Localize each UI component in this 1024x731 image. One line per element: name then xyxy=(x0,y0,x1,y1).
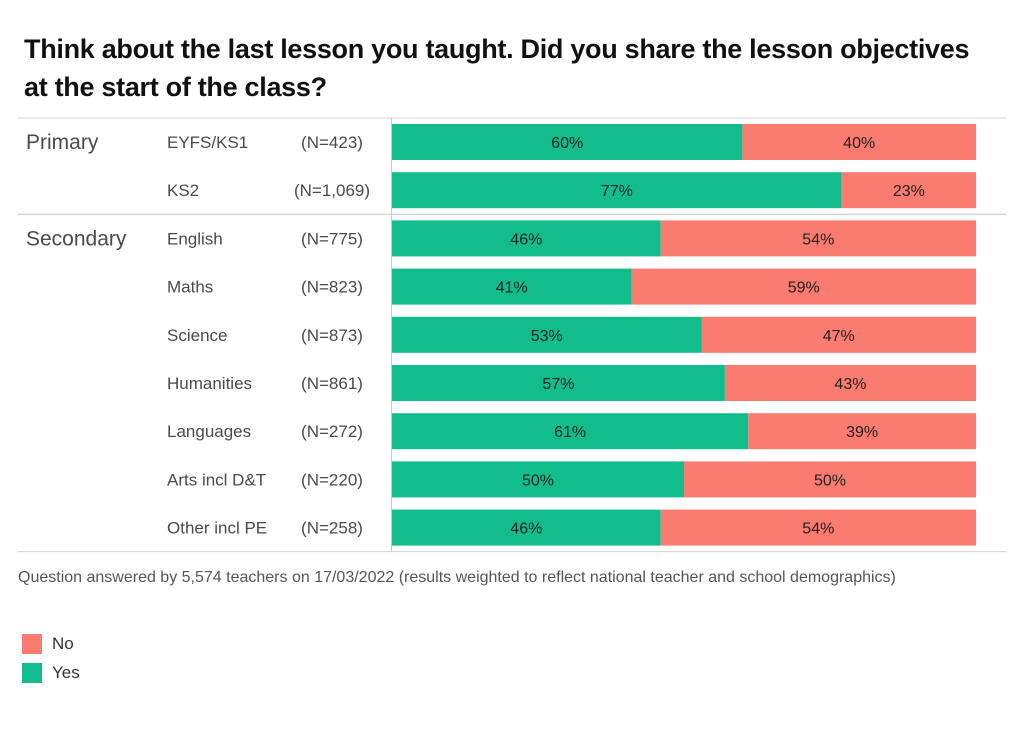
bar-segment-yes xyxy=(392,413,749,450)
legend-item-yes: Yes xyxy=(22,663,80,683)
chart-title: Think about the last lesson you taught. … xyxy=(24,34,970,102)
row-label: Other incl PE xyxy=(167,519,267,538)
row-label: English xyxy=(167,229,223,248)
bar-segment-no xyxy=(660,220,976,257)
row-sample-size: (N=1,069) xyxy=(294,181,370,200)
bar-segment-no xyxy=(701,316,976,353)
bar-segment-no xyxy=(631,268,976,305)
data-label-yes: 57% xyxy=(542,376,574,393)
data-label-yes: 46% xyxy=(510,231,542,248)
legend-label-yes: Yes xyxy=(52,663,80,682)
bar-segment-yes xyxy=(392,316,702,353)
row-sample-size: (N=873) xyxy=(301,326,363,345)
data-label-no: 54% xyxy=(802,231,834,248)
row-sample-size: (N=775) xyxy=(301,229,363,248)
legend-swatch-no xyxy=(22,634,42,654)
bar-segment-no xyxy=(660,509,976,546)
legend-label-no: No xyxy=(52,634,74,653)
bar-segment-yes xyxy=(392,509,661,546)
bar-segment-no xyxy=(748,413,976,450)
bar-segment-no xyxy=(841,172,976,209)
data-label-yes: 53% xyxy=(531,328,563,345)
data-label-no: 40% xyxy=(843,135,875,152)
data-label-no: 50% xyxy=(814,472,846,489)
row-sample-size: (N=823) xyxy=(301,278,363,297)
row-sample-size: (N=272) xyxy=(301,422,363,441)
stacked-bar-chart: Primary EYFS/KS1 (N=423) 60% 40% KS2 (N=1,069)… xyxy=(18,117,1006,553)
data-label-yes: 60% xyxy=(551,135,583,152)
row-label: EYFS/KS1 xyxy=(167,133,248,152)
data-label-no: 39% xyxy=(846,424,878,441)
row-label: KS2 xyxy=(167,181,199,200)
row-sample-size: (N=861) xyxy=(301,374,363,393)
bar-segment-yes xyxy=(392,220,661,257)
row-label: Languages xyxy=(167,422,251,441)
data-label-no: 59% xyxy=(788,280,820,297)
data-label-no: 23% xyxy=(893,183,925,200)
group-label: Primary xyxy=(26,131,99,154)
legend-item-no: No xyxy=(22,634,74,654)
chart-footnote: Question answered by 5,574 teachers on 1… xyxy=(18,569,896,586)
bar-segment-no xyxy=(724,365,976,401)
bar-segment-no xyxy=(742,124,976,160)
data-label-yes: 46% xyxy=(510,521,542,538)
group-label: Secondary xyxy=(26,227,127,250)
bar-segment-yes xyxy=(392,172,842,209)
row-sample-size: (N=423) xyxy=(301,133,363,152)
bar-segment-yes xyxy=(392,461,684,498)
data-label-yes: 77% xyxy=(601,183,633,200)
bar-segment-yes xyxy=(392,268,632,305)
data-label-no: 54% xyxy=(802,521,834,538)
bar-segment-yes xyxy=(392,365,725,401)
data-label-yes: 50% xyxy=(522,472,554,489)
data-label-no: 43% xyxy=(834,376,866,393)
row-label: Humanities xyxy=(167,374,252,393)
row-sample-size: (N=258) xyxy=(301,519,363,538)
row-sample-size: (N=220) xyxy=(301,470,363,489)
data-label-yes: 41% xyxy=(496,280,528,297)
row-label: Science xyxy=(167,326,227,345)
data-label-no: 47% xyxy=(823,328,855,345)
legend-swatch-yes xyxy=(22,663,42,683)
row-label: Maths xyxy=(167,278,213,297)
data-label-yes: 61% xyxy=(554,424,586,441)
bar-segment-yes xyxy=(392,124,743,160)
bar-segment-no xyxy=(684,461,976,498)
row-label: Arts incl D&T xyxy=(167,470,266,489)
